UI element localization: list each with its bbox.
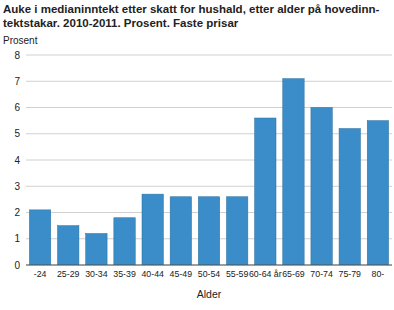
x-tick-label: 65-69 — [282, 269, 305, 279]
y-tick-label: 4 — [14, 155, 20, 166]
bar — [86, 234, 107, 266]
y-axis-label: Prosent — [3, 35, 38, 46]
grid-line — [26, 107, 392, 108]
grid-line — [26, 265, 392, 266]
bar — [29, 210, 50, 265]
x-tick-label: 80- — [372, 269, 385, 279]
x-tick-label: 30-34 — [85, 269, 108, 279]
y-tick-label: 7 — [14, 76, 20, 87]
x-tick-label: 25-29 — [57, 269, 80, 279]
x-tick-label: 55-59 — [226, 269, 249, 279]
x-tick-label: 35-39 — [113, 269, 136, 279]
y-tick-label: 1 — [14, 233, 20, 244]
bar — [198, 197, 219, 265]
bar — [367, 121, 388, 265]
grid-line — [26, 186, 392, 187]
x-tick-label: 50-54 — [198, 269, 221, 279]
grid-line — [26, 55, 392, 56]
x-axis — [26, 265, 392, 266]
bar — [255, 118, 276, 265]
bar — [311, 108, 332, 266]
x-tick-label: 45-49 — [170, 269, 193, 279]
bar — [339, 129, 360, 266]
x-tick-label: -24 — [34, 269, 47, 279]
chart: Auke i medianinntekt etter skatt for hus… — [0, 0, 394, 310]
y-tick-label: 8 — [14, 50, 20, 61]
title: tektstakar. 2010-2011. Prosent. Faste pr… — [3, 17, 239, 29]
y-tick-label: 5 — [14, 128, 20, 139]
bar — [58, 226, 79, 265]
x-tick-label: 40-44 — [141, 269, 164, 279]
y-tick-label: 0 — [14, 260, 20, 271]
grid-line — [26, 160, 392, 161]
grid-line — [26, 81, 392, 82]
x-tick-label: 70-74 — [310, 269, 333, 279]
grid-line — [26, 133, 392, 134]
y-tick-label: 2 — [14, 207, 20, 218]
x-tick-label: 60-64 år — [249, 269, 282, 279]
bar — [114, 218, 135, 265]
bar — [170, 197, 191, 265]
y-tick-label: 6 — [14, 102, 20, 113]
x-axis-label: Alder — [197, 288, 222, 300]
title: Auke i medianinntekt etter skatt for hus… — [3, 3, 380, 15]
bar — [142, 194, 163, 265]
bar — [283, 79, 304, 265]
bar — [226, 197, 247, 265]
bars — [29, 79, 388, 265]
x-tick-label: 75-79 — [339, 269, 362, 279]
y-tick-label: 3 — [14, 181, 20, 192]
